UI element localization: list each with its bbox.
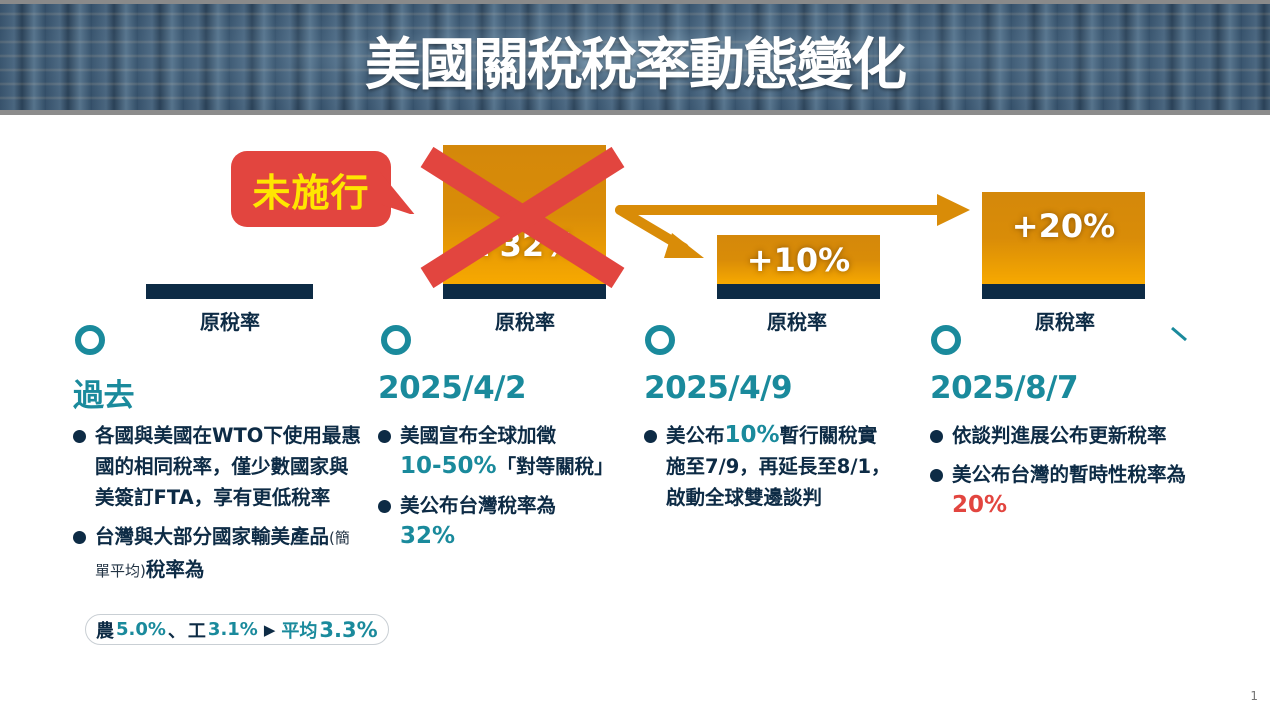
date-past: 過去 xyxy=(73,378,135,414)
bullet-item: 依談判進展公布更新稅率 xyxy=(930,420,1210,451)
bullet-item: 美公布台灣的暫時性稅率為20% xyxy=(930,459,1210,521)
bullets-2025-04-02: 美國宣布全球加徵 10-50%「對等關稅」 美公布台灣稅率為 32% xyxy=(378,420,628,560)
page-number: 1 xyxy=(1250,689,1258,703)
date-2025-08-07: 2025/8/7 xyxy=(930,370,1079,406)
timeline-axis xyxy=(75,325,1187,355)
play-triangle-icon: ▶ xyxy=(263,620,276,639)
arrows-icon xyxy=(615,194,970,258)
timeline-node-icon xyxy=(75,325,961,355)
not-implemented-callout: 未施行 xyxy=(231,151,391,227)
bullets-2025-08-07: 依談判進展公布更新稅率 美公布台灣的暫時性稅率為20% xyxy=(930,420,1210,529)
bullet-item: 台灣與大部分國家輸美產品(簡單平均)稅率為 xyxy=(73,521,363,587)
cross-out-icon xyxy=(420,146,625,289)
tariff-value-20: +20% xyxy=(1011,207,1116,245)
slide-title: 美國關稅稅率動態變化 xyxy=(365,33,907,98)
bullet-item: 各國與美國在WTO下使用最惠國的相同稅率，僅少數國家與美簽訂FTA，享有更低稅率 xyxy=(73,420,363,513)
base-rate-bar-0807 xyxy=(982,284,1145,299)
base-rate-label-0409: 原稅率 xyxy=(767,310,827,334)
tariff-bar-20: +20% xyxy=(982,192,1145,284)
bullet-item: 美國宣布全球加徵 10-50%「對等關稅」 xyxy=(378,420,628,482)
date-2025-04-02: 2025/4/2 xyxy=(378,370,527,406)
base-rate-label-0402: 原稅率 xyxy=(495,310,555,334)
callout-tail-icon xyxy=(380,172,415,214)
bullets-2025-04-09: 美公布10%暫行關稅實施至7/9，再延長至8/1，啟動全球雙邊談判 xyxy=(644,420,894,521)
base-rate-bar-0402 xyxy=(443,284,606,299)
bullet-item: 美公布台灣稅率為 32% xyxy=(378,490,628,552)
base-rate-label-past: 原稅率 xyxy=(200,310,260,334)
base-rate-label-0807: 原稅率 xyxy=(1035,310,1095,334)
bullets-past: 各國與美國在WTO下使用最惠國的相同稅率，僅少數國家與美簽訂FTA，享有更低稅率… xyxy=(73,420,363,595)
tariff-bar-10: +10% xyxy=(717,235,880,284)
bullet-item: 美公布10%暫行關稅實施至7/9，再延長至8/1，啟動全球雙邊談判 xyxy=(644,420,894,513)
callout-text: 未施行 xyxy=(252,170,370,215)
base-rate-bar-0409 xyxy=(717,284,880,299)
rate-summary-pill: 農 5.0% 、 工 3.1% ▶ 平均 3.3% xyxy=(85,614,389,645)
date-2025-04-09: 2025/4/9 xyxy=(644,370,793,406)
header-banner: 美國關稅稅率動態變化 xyxy=(0,0,1270,115)
base-rate-bar-past xyxy=(146,284,313,299)
tariff-value-10: +10% xyxy=(746,240,851,279)
